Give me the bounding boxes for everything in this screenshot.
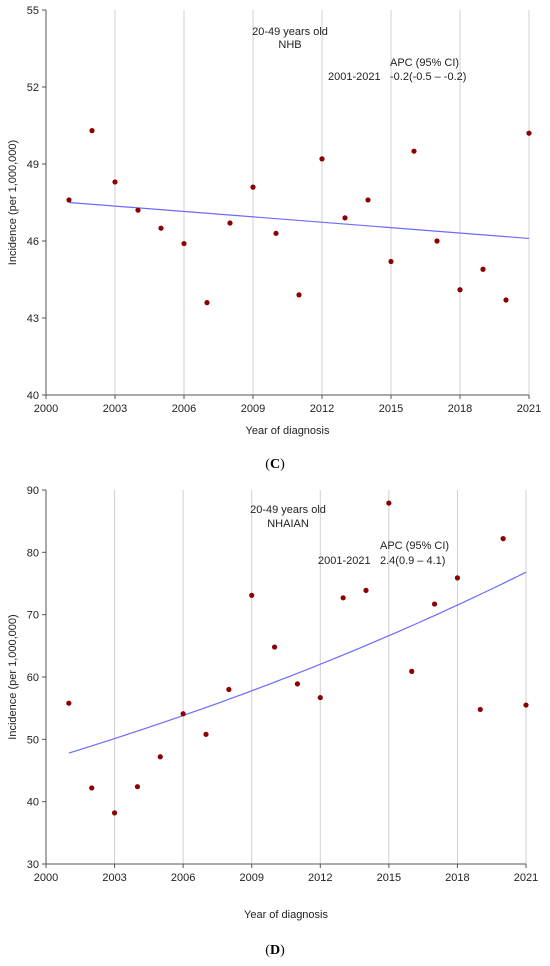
panel-d-data-point bbox=[134, 784, 141, 790]
panel-d-data-point bbox=[226, 686, 232, 693]
panel-c-panel-label: (C) bbox=[265, 457, 285, 472]
panel-d-x-tick-label: 2018 bbox=[445, 872, 469, 884]
panel-c-apc-value: -0.2(-0.5 – -0.2) bbox=[390, 71, 466, 83]
panel-c-data-point bbox=[204, 300, 210, 306]
panel-c-data-point bbox=[411, 148, 417, 154]
panel-c-data-point bbox=[181, 240, 187, 247]
panel-c-data-point bbox=[112, 179, 118, 185]
panel-d-apc-period: 2001-2021 bbox=[318, 555, 371, 567]
panel-d-data-point bbox=[180, 711, 186, 717]
panel-c-x-tick-label: 2009 bbox=[241, 403, 265, 415]
panel-c-x-tick-label: 2021 bbox=[517, 403, 541, 415]
panel-d-annotation-group: NHAIAN bbox=[267, 518, 309, 530]
panel-c-data-point bbox=[158, 225, 164, 231]
panel-d-x-tick-label: 2012 bbox=[308, 872, 332, 884]
panel-d-data-point bbox=[477, 706, 483, 713]
panel-c-data-point bbox=[480, 266, 486, 272]
panel-c-y-tick-label: 49 bbox=[27, 159, 39, 171]
panel-d-y-tick-label: 40 bbox=[27, 797, 39, 809]
panel-d-data-point bbox=[249, 592, 255, 598]
panel-c-data-point bbox=[135, 207, 141, 213]
panel-d-annotation-age: 20-49 years old bbox=[250, 504, 326, 516]
panel-c-annotation-age: 20-49 years old bbox=[252, 26, 328, 38]
panel-d-data-point bbox=[500, 536, 506, 542]
panel-d-data-point bbox=[409, 668, 415, 674]
panel-c-data-point bbox=[434, 238, 440, 244]
panel-c-x-tick-label: 2018 bbox=[448, 403, 472, 415]
panel-c-data-point bbox=[227, 220, 233, 226]
panel-d-data-point bbox=[66, 700, 72, 706]
panel-c-data-point bbox=[296, 292, 302, 298]
panel-d-y-tick-label: 70 bbox=[27, 610, 39, 622]
panel-c-y-tick-label: 52 bbox=[27, 82, 39, 94]
panel-c-data-point bbox=[273, 230, 279, 236]
panel-d-x-tick-label: 2003 bbox=[102, 872, 126, 884]
panel-d-x-tick-label: 2021 bbox=[514, 872, 538, 884]
panel-d-data-point bbox=[386, 500, 392, 506]
panel-d-x-tick-label: 2000 bbox=[34, 872, 58, 884]
panel-c-data-point bbox=[365, 197, 371, 203]
panel-c-annotation-group: NHB bbox=[278, 39, 301, 51]
panel-d-y-tick-label: 90 bbox=[27, 485, 39, 497]
panel-d-data-point bbox=[203, 731, 209, 737]
panel-c-data-point bbox=[503, 297, 509, 303]
panel-c-x-tick-label: 2006 bbox=[172, 403, 196, 415]
panel-c-data-point bbox=[319, 156, 325, 162]
panel-d-data-point bbox=[363, 587, 369, 593]
panel-c-apc-header: APC (95% CI) bbox=[390, 57, 459, 69]
panel-c-apc-period: 2001-2021 bbox=[328, 71, 381, 83]
panel-c-data-point bbox=[457, 287, 463, 293]
panel-c-y-tick-label: 46 bbox=[27, 236, 39, 248]
panel-d-y-tick-label: 80 bbox=[27, 547, 39, 559]
panel-d-data-point bbox=[431, 601, 438, 607]
panel-d-data-point bbox=[111, 810, 118, 816]
panel-d-panel-label: (D) bbox=[265, 943, 285, 958]
panel-c-y-axis-label: Incidence (per 1,000,000) bbox=[7, 140, 19, 265]
panel-d-data-point bbox=[89, 785, 95, 791]
panel-d-data-point bbox=[294, 681, 301, 687]
panel-d-y-tick-label: 30 bbox=[27, 859, 39, 871]
panel-d-apc-header: APC (95% CI) bbox=[380, 540, 449, 552]
panel-d-data-point bbox=[317, 694, 323, 701]
panel-c-x-axis-label: Year of diagnosis bbox=[246, 425, 330, 437]
panel-c-x-tick-label: 2015 bbox=[379, 403, 403, 415]
panel-c-trend-line bbox=[68, 201, 530, 240]
panel-d-data-point bbox=[157, 754, 163, 760]
panel-c-data-point bbox=[250, 184, 256, 190]
panel-c-data-point bbox=[526, 130, 532, 136]
panel-d-x-axis-label: Year of diagnosis bbox=[244, 909, 328, 921]
panel-c-x-tick-label: 2003 bbox=[103, 403, 127, 415]
panel-c-data-point bbox=[89, 128, 95, 134]
panel-d-data-point bbox=[454, 575, 461, 581]
panel-d-x-tick-label: 2015 bbox=[377, 872, 401, 884]
panel-c-y-tick-label: 43 bbox=[27, 313, 39, 325]
panel-c-x-tick-label: 2012 bbox=[310, 403, 334, 415]
panel-d-data-point bbox=[340, 595, 346, 601]
panel-c-y-tick-label: 40 bbox=[27, 390, 39, 402]
panel-c-y-tick-label: 55 bbox=[27, 5, 39, 17]
panel-d-apc-value: 2.4(0.9 – 4.1) bbox=[380, 555, 445, 567]
panel-c-data-point bbox=[66, 197, 72, 203]
panel-d-data-point bbox=[271, 644, 278, 650]
panel-d-y-tick-label: 50 bbox=[27, 734, 39, 746]
panel-d-trend-line bbox=[68, 571, 527, 754]
panel-d-y-tick-label: 60 bbox=[27, 672, 39, 684]
panel-c-x-tick-label: 2000 bbox=[34, 403, 58, 415]
panel-d-y-axis-label: Incidence (per 1,000,000) bbox=[7, 614, 19, 739]
panel-d-x-tick-label: 2009 bbox=[239, 872, 263, 884]
panel-d-x-tick-label: 2006 bbox=[171, 872, 195, 884]
panel-c-data-point bbox=[388, 258, 394, 265]
panel-d-data-point bbox=[523, 702, 529, 708]
panel-c-data-point bbox=[342, 215, 348, 221]
